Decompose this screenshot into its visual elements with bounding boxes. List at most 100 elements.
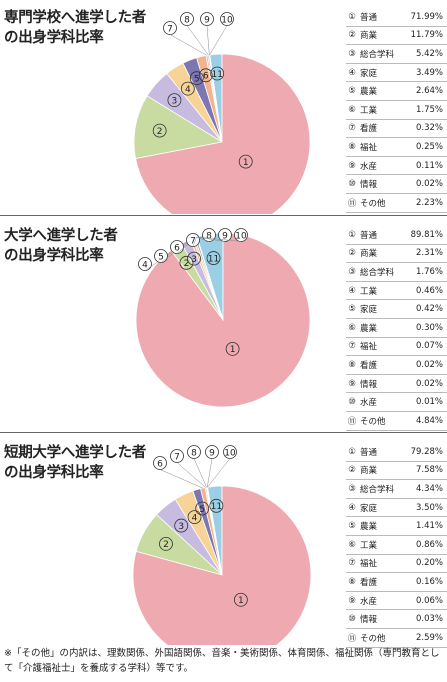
legend-table-junior-college: ① 普通 79.28% ② 商業 7.58% ③ 総合学科 4.34% ④ 家庭 3.50% ⑤ 農業 1.… [346, 443, 447, 648]
legend-marker: ① [346, 8, 358, 27]
legend-row: ④ 工業 0.46% [346, 281, 447, 301]
legend-row: ⑦ 福祉 0.20% [346, 554, 447, 574]
slice-marker-1: 1 [233, 592, 248, 607]
slice-marker-9: 9 [205, 445, 219, 459]
legend-value: 0.02% [402, 374, 447, 394]
legend-value: 0.01% [402, 392, 447, 412]
pie-slice-1 [135, 232, 311, 408]
legend-row: ⑧ 福祉 0.25% [346, 137, 447, 157]
legend-label: 福祉 [358, 137, 403, 157]
slice-marker-3: 3 [167, 93, 182, 108]
slice-marker-2: 2 [179, 255, 194, 270]
legend-row: ⑪ その他 4.84% [346, 411, 447, 431]
legend-label: 看護 [358, 572, 403, 592]
svg-text:4: 4 [185, 85, 191, 95]
legend-marker: ⑩ [346, 609, 358, 629]
legend-label: 商業 [358, 244, 403, 264]
slice-marker-4: 4 [138, 257, 152, 271]
slice-marker-7: 7 [186, 233, 200, 247]
svg-text:8: 8 [184, 15, 190, 25]
legend-label: 看護 [358, 355, 403, 375]
legend-label: 工業 [358, 281, 403, 301]
legend-label: 福祉 [358, 554, 403, 574]
svg-text:11: 11 [211, 502, 222, 512]
legend-marker: ③ [346, 479, 358, 499]
slice-marker-4: 4 [180, 81, 195, 96]
slice-marker-5: 5 [195, 501, 210, 516]
legend-marker: ⑪ [346, 411, 358, 431]
legend-row: ① 普通 89.81% [346, 226, 447, 245]
legend-row: ⑨ 情報 0.02% [346, 374, 447, 394]
legend-row: ④ 家庭 3.49% [346, 63, 447, 83]
legend-marker: ⑦ [346, 337, 358, 357]
svg-text:7: 7 [190, 236, 196, 246]
legend-label: その他 [358, 628, 403, 648]
legend-value: 7.58% [402, 461, 447, 481]
chart-panel-vocational: 7 8 9 10 1 2 3 4 5 6 11 専門学校へ進学した者 の出身学科比率 ① 普通 71.9… [0, 0, 447, 214]
svg-text:11: 11 [211, 70, 222, 80]
legend-label: 情報 [358, 609, 403, 629]
legend-row: ⑤ 家庭 0.42% [346, 299, 447, 319]
svg-text:11: 11 [208, 254, 219, 264]
legend-label: 農業 [358, 81, 403, 101]
pie-slice-2 [133, 95, 224, 160]
legend-marker: ④ [346, 281, 358, 301]
legend-label: 水産 [358, 156, 403, 176]
slice-marker-11: 11 [209, 498, 224, 513]
legend-marker: ⑥ [346, 318, 358, 338]
slice-marker-8: 8 [180, 12, 194, 26]
legend-value: 0.16% [402, 572, 447, 592]
svg-text:1: 1 [243, 158, 249, 168]
svg-text:2: 2 [163, 540, 169, 550]
legend-label: 水産 [358, 591, 403, 611]
svg-text:9: 9 [204, 15, 210, 25]
svg-text:6: 6 [203, 72, 209, 82]
legend-label: 商業 [358, 461, 403, 481]
legend-value: 0.02% [402, 355, 447, 375]
chart-title-junior-college: 短期大学へ進学した者 の出身学科比率 [4, 445, 146, 481]
legend-row: ⑤ 農業 2.64% [346, 81, 447, 101]
svg-text:8: 8 [206, 231, 212, 241]
legend-marker: ⑧ [346, 572, 358, 592]
legend-marker: ⑨ [346, 156, 358, 176]
legend-value: 0.42% [402, 299, 447, 319]
slice-marker-2: 2 [152, 123, 167, 138]
legend-row: ③ 総合学科 4.34% [346, 479, 447, 499]
legend-row: ⑪ その他 2.59% [346, 628, 447, 648]
legend-marker: ⑦ [346, 119, 358, 139]
legend-row: ⑦ 福祉 0.07% [346, 337, 447, 357]
legend-row: ⑧ 看護 0.16% [346, 572, 447, 592]
legend-table-vocational: ① 普通 71.99% ② 商業 11.79% ③ 総合学科 5.42% ④ 家庭 3.49% ⑤ 農業 2… [346, 8, 447, 213]
svg-text:7: 7 [167, 24, 173, 34]
legend-label: 普通 [358, 8, 403, 27]
svg-text:10: 10 [235, 231, 247, 241]
legend-label: 総合学科 [358, 262, 403, 282]
legend-row: ① 普通 79.28% [346, 443, 447, 462]
pie-slice-1 [132, 485, 312, 645]
pie-chart-vocational: 7 8 9 10 1 2 345 6 11 [133, 12, 311, 214]
legend-value: 0.06% [402, 591, 447, 611]
svg-text:4: 4 [192, 513, 198, 523]
svg-text:1: 1 [230, 345, 236, 355]
legend-value: 0.25% [402, 137, 447, 157]
legend-value: 0.11% [402, 156, 447, 176]
slice-marker-1: 1 [225, 341, 240, 356]
legend-label: 普通 [358, 443, 403, 462]
legend-row: ⑥ 工業 0.86% [346, 535, 447, 555]
slice-marker-1: 1 [238, 154, 253, 169]
legend-value: 0.86% [402, 535, 447, 555]
legend-value: 1.41% [402, 516, 447, 536]
chart-title-university: 大学へ進学した者 の出身学科比率 [4, 228, 118, 264]
legend-marker: ④ [346, 63, 358, 83]
legend-value: 0.07% [402, 337, 447, 357]
legend-value: 1.76% [402, 262, 447, 282]
legend-value: 0.32% [402, 119, 447, 139]
legend-row: ⑥ 農業 0.30% [346, 318, 447, 338]
svg-text:9: 9 [209, 448, 215, 458]
legend-label: 総合学科 [358, 44, 403, 64]
legend-marker: ⑥ [346, 535, 358, 555]
legend-value: 71.99% [402, 8, 447, 27]
svg-text:2: 2 [157, 127, 163, 137]
